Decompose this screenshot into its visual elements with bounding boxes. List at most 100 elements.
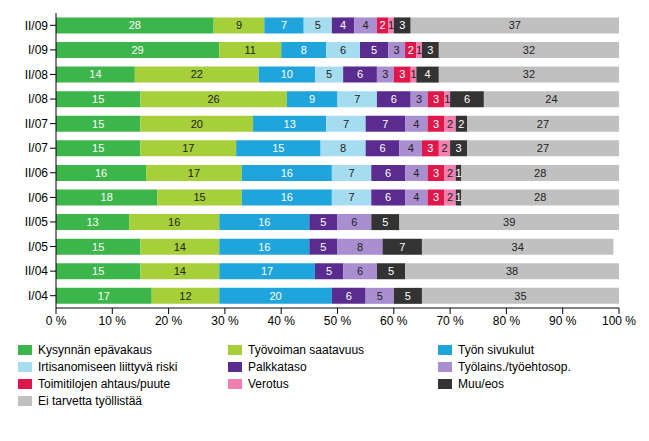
svg-text:20 %: 20 % — [155, 314, 183, 328]
svg-text:34: 34 — [512, 241, 524, 253]
svg-text:16: 16 — [168, 216, 180, 228]
svg-text:5: 5 — [405, 290, 411, 302]
svg-text:2: 2 — [441, 142, 447, 154]
svg-text:17: 17 — [98, 290, 110, 302]
svg-text:4: 4 — [413, 167, 419, 179]
svg-text:10 %: 10 % — [99, 314, 127, 328]
svg-text:30 %: 30 % — [211, 314, 239, 328]
svg-text:6: 6 — [357, 265, 363, 277]
svg-text:4: 4 — [413, 191, 419, 203]
svg-text:1: 1 — [444, 93, 450, 105]
svg-text:40 %: 40 % — [268, 314, 296, 328]
svg-text:I/07: I/07 — [28, 141, 48, 155]
svg-text:7: 7 — [349, 191, 355, 203]
svg-text:7: 7 — [343, 118, 349, 130]
svg-text:17: 17 — [261, 265, 273, 277]
svg-text:4: 4 — [413, 118, 419, 130]
svg-text:8: 8 — [357, 241, 363, 253]
svg-text:8: 8 — [340, 142, 346, 154]
svg-text:3: 3 — [433, 93, 439, 105]
svg-text:5: 5 — [382, 216, 388, 228]
svg-text:35: 35 — [514, 290, 526, 302]
svg-text:2: 2 — [379, 19, 385, 31]
svg-text:14: 14 — [174, 241, 186, 253]
svg-text:6: 6 — [391, 93, 397, 105]
svg-text:2: 2 — [458, 118, 464, 130]
svg-text:I/04: I/04 — [28, 289, 48, 303]
svg-text:50 %: 50 % — [324, 314, 352, 328]
svg-text:32: 32 — [523, 68, 535, 80]
svg-text:2: 2 — [408, 44, 414, 56]
svg-text:5: 5 — [326, 265, 332, 277]
svg-text:80 %: 80 % — [493, 314, 521, 328]
svg-text:9: 9 — [309, 93, 315, 105]
svg-text:3: 3 — [427, 44, 433, 56]
svg-text:0 %: 0 % — [46, 314, 67, 328]
svg-text:90 %: 90 % — [549, 314, 577, 328]
svg-text:3: 3 — [399, 19, 405, 31]
svg-text:4: 4 — [408, 142, 414, 154]
svg-text:II/08: II/08 — [25, 68, 49, 82]
svg-text:I/05: I/05 — [28, 240, 48, 254]
svg-text:II/07: II/07 — [25, 117, 49, 131]
svg-text:3: 3 — [433, 167, 439, 179]
svg-text:3: 3 — [382, 68, 388, 80]
svg-text:5: 5 — [326, 68, 332, 80]
svg-text:3: 3 — [455, 142, 461, 154]
svg-text:27: 27 — [537, 142, 549, 154]
svg-text:20: 20 — [269, 290, 281, 302]
svg-text:3: 3 — [416, 93, 422, 105]
svg-text:5: 5 — [320, 216, 326, 228]
svg-text:1: 1 — [388, 19, 394, 31]
svg-text:5: 5 — [371, 44, 377, 56]
svg-text:6: 6 — [464, 93, 470, 105]
svg-text:7: 7 — [354, 93, 360, 105]
svg-text:9: 9 — [236, 19, 242, 31]
svg-text:16: 16 — [258, 241, 270, 253]
svg-text:22: 22 — [191, 68, 203, 80]
svg-text:II/06: II/06 — [25, 166, 49, 180]
svg-text:3: 3 — [399, 68, 405, 80]
svg-text:2: 2 — [447, 167, 453, 179]
svg-text:6: 6 — [340, 44, 346, 56]
svg-text:7: 7 — [281, 19, 287, 31]
svg-text:13: 13 — [86, 216, 98, 228]
svg-text:4: 4 — [425, 68, 431, 80]
svg-text:7: 7 — [349, 167, 355, 179]
svg-text:7: 7 — [399, 241, 405, 253]
svg-text:32: 32 — [523, 44, 535, 56]
svg-text:27: 27 — [537, 118, 549, 130]
svg-text:4: 4 — [363, 19, 369, 31]
svg-text:16: 16 — [281, 191, 293, 203]
svg-text:6: 6 — [379, 142, 385, 154]
svg-text:2: 2 — [447, 118, 453, 130]
svg-text:3: 3 — [433, 118, 439, 130]
svg-text:14: 14 — [89, 68, 101, 80]
svg-text:3: 3 — [433, 191, 439, 203]
svg-text:2: 2 — [447, 191, 453, 203]
svg-text:12: 12 — [179, 290, 191, 302]
svg-text:1: 1 — [455, 191, 461, 203]
svg-text:15: 15 — [92, 93, 104, 105]
svg-text:6: 6 — [357, 68, 363, 80]
svg-text:6: 6 — [385, 167, 391, 179]
svg-text:38: 38 — [506, 265, 518, 277]
svg-text:24: 24 — [545, 93, 557, 105]
svg-text:3: 3 — [427, 142, 433, 154]
svg-text:5: 5 — [388, 265, 394, 277]
svg-text:3: 3 — [394, 44, 400, 56]
svg-text:I/06: I/06 — [28, 191, 48, 205]
svg-text:7: 7 — [382, 118, 388, 130]
svg-text:15: 15 — [92, 265, 104, 277]
svg-text:8: 8 — [301, 44, 307, 56]
svg-text:60 %: 60 % — [380, 314, 408, 328]
svg-text:6: 6 — [351, 216, 357, 228]
svg-text:20: 20 — [191, 118, 203, 130]
svg-text:28: 28 — [129, 19, 141, 31]
svg-text:I/09: I/09 — [28, 43, 48, 57]
svg-text:15: 15 — [92, 142, 104, 154]
svg-text:28: 28 — [534, 167, 546, 179]
svg-text:100 %: 100 % — [602, 314, 636, 328]
svg-text:1: 1 — [455, 167, 461, 179]
svg-text:39: 39 — [503, 216, 515, 228]
